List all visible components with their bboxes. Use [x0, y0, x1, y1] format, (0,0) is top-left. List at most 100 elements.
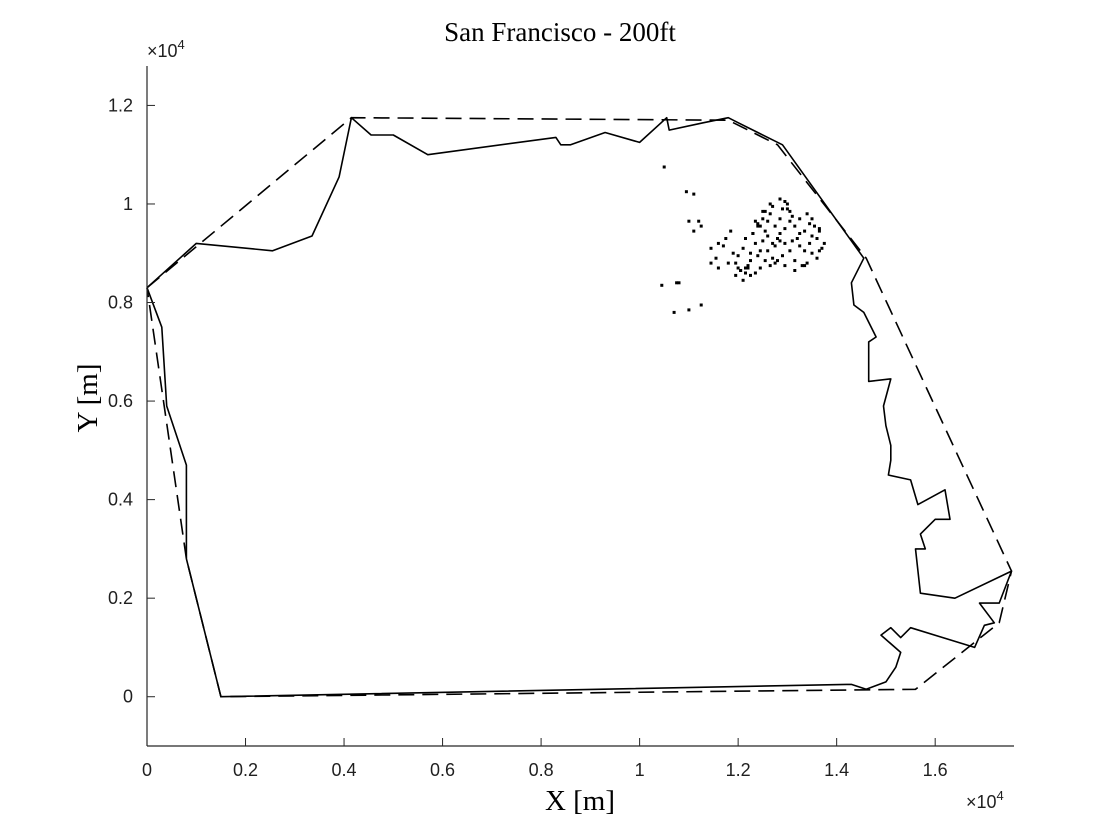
data-point	[756, 222, 760, 226]
data-point	[736, 254, 740, 258]
data-point	[763, 229, 767, 233]
x-axis-exponent: ×104	[966, 788, 1004, 812]
x-tick-label: 1	[635, 760, 645, 780]
x-axis-exponent-base: ×10	[966, 792, 997, 812]
chart-title: San Francisco - 200ft	[444, 17, 676, 47]
city-boundary-line	[146, 116, 1013, 698]
data-point	[800, 264, 804, 268]
axes: 0 0.2 0.4 0.6 0.8 1 1.2 1.4 1.6 0 0.2 0.4 0.6 0.8 1 1.2	[108, 66, 1014, 780]
data-point	[687, 308, 691, 312]
data-point	[753, 219, 757, 223]
data-point	[783, 264, 787, 268]
x-tick-label: 0	[142, 760, 152, 780]
data-point	[744, 266, 747, 270]
data-point	[778, 197, 782, 201]
data-point	[781, 254, 784, 258]
data-point	[761, 239, 765, 243]
data-point	[697, 219, 701, 223]
data-point	[820, 246, 824, 250]
data-point	[758, 224, 762, 228]
y-tick-label: 0.2	[108, 588, 133, 608]
data-point	[746, 264, 750, 268]
data-point	[808, 241, 812, 245]
data-point	[734, 273, 738, 277]
data-point	[763, 259, 767, 263]
data-point	[803, 249, 807, 253]
data-point	[788, 209, 792, 213]
data-point	[793, 224, 797, 228]
data-point	[729, 229, 733, 233]
data-point	[756, 254, 760, 258]
data-point	[803, 264, 807, 268]
data-point	[699, 224, 703, 228]
data-point	[790, 214, 794, 218]
y-axis-exponent-power: 4	[178, 37, 185, 52]
data-point	[749, 251, 752, 255]
y-axis-exponent: ×104	[147, 37, 185, 61]
data-point	[783, 227, 787, 231]
data-point	[776, 259, 779, 263]
data-point	[662, 165, 666, 169]
data-point	[817, 249, 821, 253]
data-point	[749, 259, 752, 263]
data-point	[768, 202, 772, 206]
data-point	[761, 209, 765, 213]
data-point	[726, 261, 730, 265]
data-point	[692, 229, 696, 233]
convex-hull-line	[146, 116, 1013, 698]
x-tick-label: 1.4	[824, 760, 849, 780]
data-point	[753, 271, 757, 275]
x-tick-label: 0.8	[529, 760, 554, 780]
y-tick-label: 1	[123, 194, 133, 214]
data-point	[761, 217, 765, 221]
data-point	[817, 229, 821, 233]
data-point	[810, 217, 814, 221]
y-tick-label: 0.6	[108, 391, 133, 411]
data-point	[741, 278, 745, 282]
data-point	[766, 234, 770, 238]
building-points	[660, 165, 826, 314]
data-point	[793, 259, 797, 263]
data-point	[768, 264, 772, 268]
data-point	[714, 256, 718, 260]
data-point	[785, 207, 789, 211]
data-point	[803, 229, 807, 233]
data-point	[798, 244, 802, 248]
data-point	[785, 202, 789, 206]
data-point	[758, 249, 762, 253]
data-point	[808, 222, 812, 226]
data-point	[677, 281, 681, 285]
x-tick-label: 0.4	[332, 760, 357, 780]
data-point	[749, 273, 752, 277]
data-point	[763, 209, 767, 213]
data-point	[815, 256, 819, 260]
data-point	[768, 212, 772, 216]
y-tick-label: 0	[123, 687, 133, 707]
data-point	[783, 241, 787, 245]
data-point	[734, 261, 738, 265]
data-point	[795, 237, 799, 240]
data-point	[724, 237, 728, 240]
data-point	[692, 192, 696, 196]
data-point	[758, 266, 762, 270]
data-point	[771, 241, 775, 245]
data-point	[660, 283, 664, 287]
data-point	[744, 271, 747, 275]
x-tick-label: 0.6	[430, 760, 455, 780]
y-tick-label: 0.4	[108, 490, 133, 510]
data-point	[675, 281, 679, 285]
data-point	[776, 237, 779, 240]
data-point	[822, 241, 826, 245]
data-point	[771, 204, 775, 208]
data-point	[746, 266, 750, 270]
data-point	[783, 200, 787, 203]
data-point	[684, 190, 688, 194]
data-point	[753, 241, 757, 245]
x-axis-label: X [m]	[545, 785, 615, 817]
data-point	[751, 232, 755, 235]
y-tick-label: 1.2	[108, 95, 133, 115]
data-point	[709, 246, 713, 250]
data-point	[790, 239, 794, 243]
y-tick-label: 0.8	[108, 293, 133, 313]
data-point	[766, 219, 770, 223]
